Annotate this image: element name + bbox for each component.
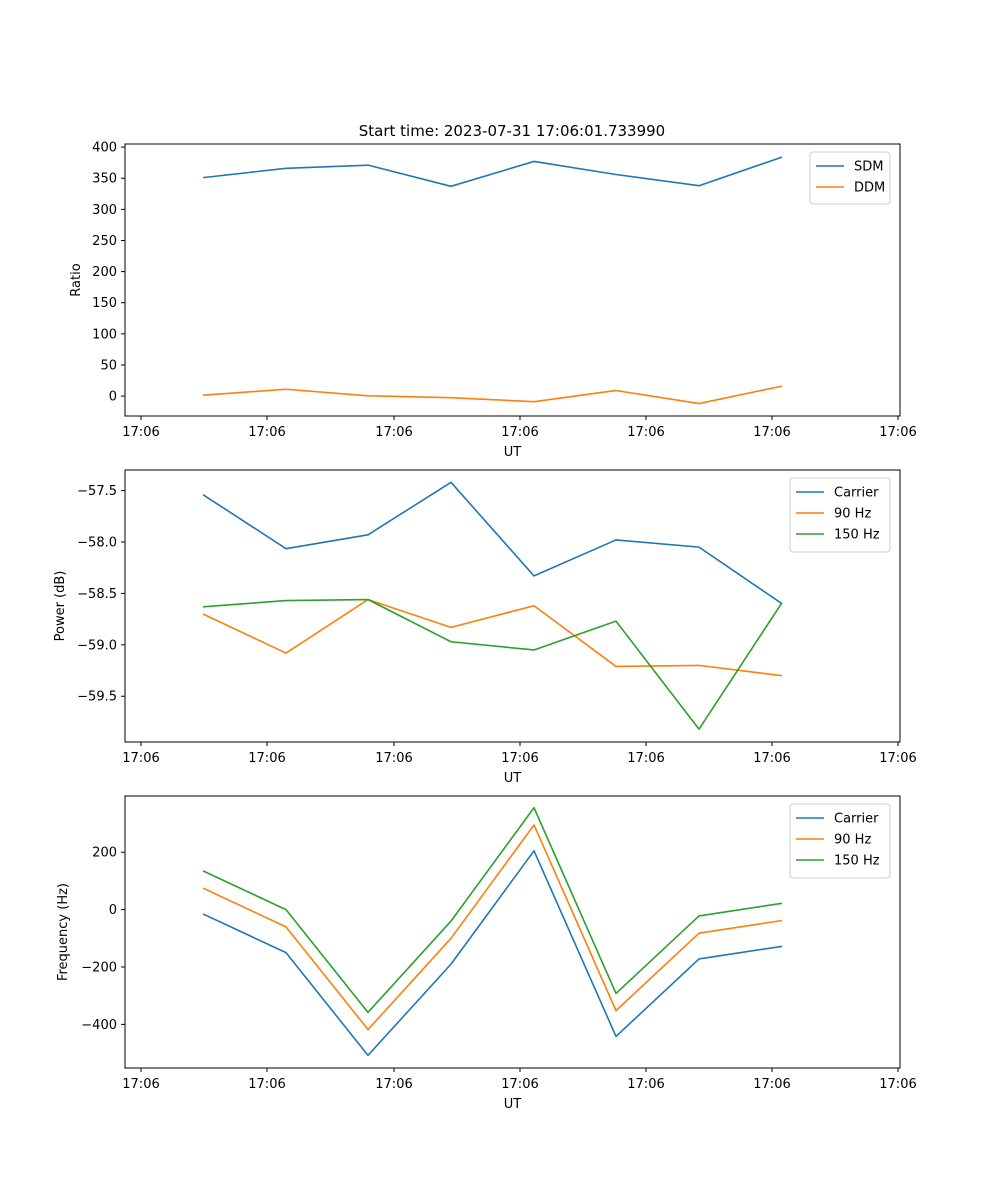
y-tick-label: 150 — [92, 296, 117, 311]
y-tick-label: −58.5 — [77, 587, 117, 602]
x-tick-label: 17:06 — [375, 751, 412, 766]
chart-panel-2: −59.5 −59.0 −58.5 −58.0 −57.5 17:06 17:06 17:06… — [53, 469, 917, 786]
x-tick-label: 17:06 — [122, 1077, 159, 1092]
x-tick-label: 17:06 — [248, 425, 285, 440]
legend: Carrier 90 Hz 150 Hz — [789, 803, 891, 879]
x-tick-label: 17:06 — [375, 1077, 412, 1092]
y-tick-label: −59.0 — [77, 638, 117, 653]
x-tick-label: 17:06 — [501, 1077, 538, 1092]
y-tick-label: 0 — [109, 903, 117, 918]
series-line-150-hz — [202, 806, 783, 1014]
y-tick-label: 300 — [92, 203, 117, 218]
x-tick-label: 17:06 — [753, 425, 790, 440]
legend-label: 150 Hz — [834, 528, 880, 543]
x-axis-label: UT — [504, 1097, 522, 1112]
y-tick-label: 350 — [92, 172, 117, 187]
x-tick-label: 17:06 — [627, 1077, 664, 1092]
y-tick-label: 50 — [100, 358, 117, 373]
series-line-carrier — [202, 849, 783, 1057]
y-tick-label: −59.5 — [77, 690, 117, 705]
axes-frame — [124, 795, 901, 1069]
y-tick-label: −200 — [81, 961, 117, 976]
x-tick-label: 17:06 — [627, 751, 664, 766]
axes-frame — [124, 469, 901, 743]
figure-title: Start time: 2023-07-31 17:06:01.733990 — [359, 122, 665, 140]
x-axis-label: UT — [504, 771, 522, 786]
y-tick-label: 100 — [92, 327, 117, 342]
y-tick-label: 400 — [92, 141, 117, 156]
x-tick-label: 17:06 — [879, 425, 916, 440]
legend-box — [809, 151, 891, 205]
x-tick-label: 17:06 — [501, 751, 538, 766]
y-tick-label: 200 — [92, 265, 117, 280]
legend: Carrier 90 Hz 150 Hz — [789, 477, 891, 553]
x-tick-label: 17:06 — [375, 425, 412, 440]
y-axis-label: Ratio — [69, 263, 84, 296]
x-tick-label: 17:06 — [501, 425, 538, 440]
y-tick-label: −57.5 — [77, 484, 117, 499]
series-line-ddm — [202, 385, 783, 405]
series-line-150-hz — [202, 598, 783, 730]
x-tick-label: 17:06 — [627, 425, 664, 440]
y-tick-label: 200 — [92, 846, 117, 861]
y-tick-label: 250 — [92, 234, 117, 249]
x-axis-label: UT — [504, 445, 522, 460]
x-tick-label: 17:06 — [753, 1077, 790, 1092]
legend-label: Carrier — [834, 812, 879, 827]
y-axis-label: Power (dB) — [53, 571, 68, 642]
series-line-sdm — [202, 156, 783, 188]
y-tick-label: −58.0 — [77, 535, 117, 550]
y-axis-label: Frequency (Hz) — [56, 883, 71, 981]
axes-frame — [124, 143, 901, 417]
legend-label: 90 Hz — [834, 833, 871, 848]
legend: SDM DDM — [809, 151, 891, 205]
y-tick-label: 0 — [109, 390, 117, 405]
x-tick-label: 17:06 — [753, 751, 790, 766]
x-tick-label: 17:06 — [248, 1077, 285, 1092]
chart-panel-3: −400 −200 0 200 17:06 17:06 17:06 17:06 17:06 17:… — [56, 795, 917, 1112]
legend-label: 90 Hz — [834, 507, 871, 522]
legend-label: Carrier — [834, 486, 879, 501]
x-tick-label: 17:06 — [122, 751, 159, 766]
y-tick-label: −400 — [81, 1018, 117, 1033]
series-line-90-hz — [202, 824, 783, 1031]
legend-label: SDM — [854, 160, 883, 175]
x-tick-label: 17:06 — [122, 425, 159, 440]
series-line-carrier — [202, 481, 783, 605]
chart-panel-1: 0 50 100 150 200 250 300 350 400 17:06 17:06 17:06 1… — [69, 141, 917, 460]
series-line-90-hz — [202, 598, 783, 677]
legend-label: 150 Hz — [834, 854, 880, 869]
x-tick-label: 17:06 — [879, 751, 916, 766]
legend-label: DDM — [854, 181, 885, 196]
x-tick-label: 17:06 — [248, 751, 285, 766]
x-tick-label: 17:06 — [879, 1077, 916, 1092]
